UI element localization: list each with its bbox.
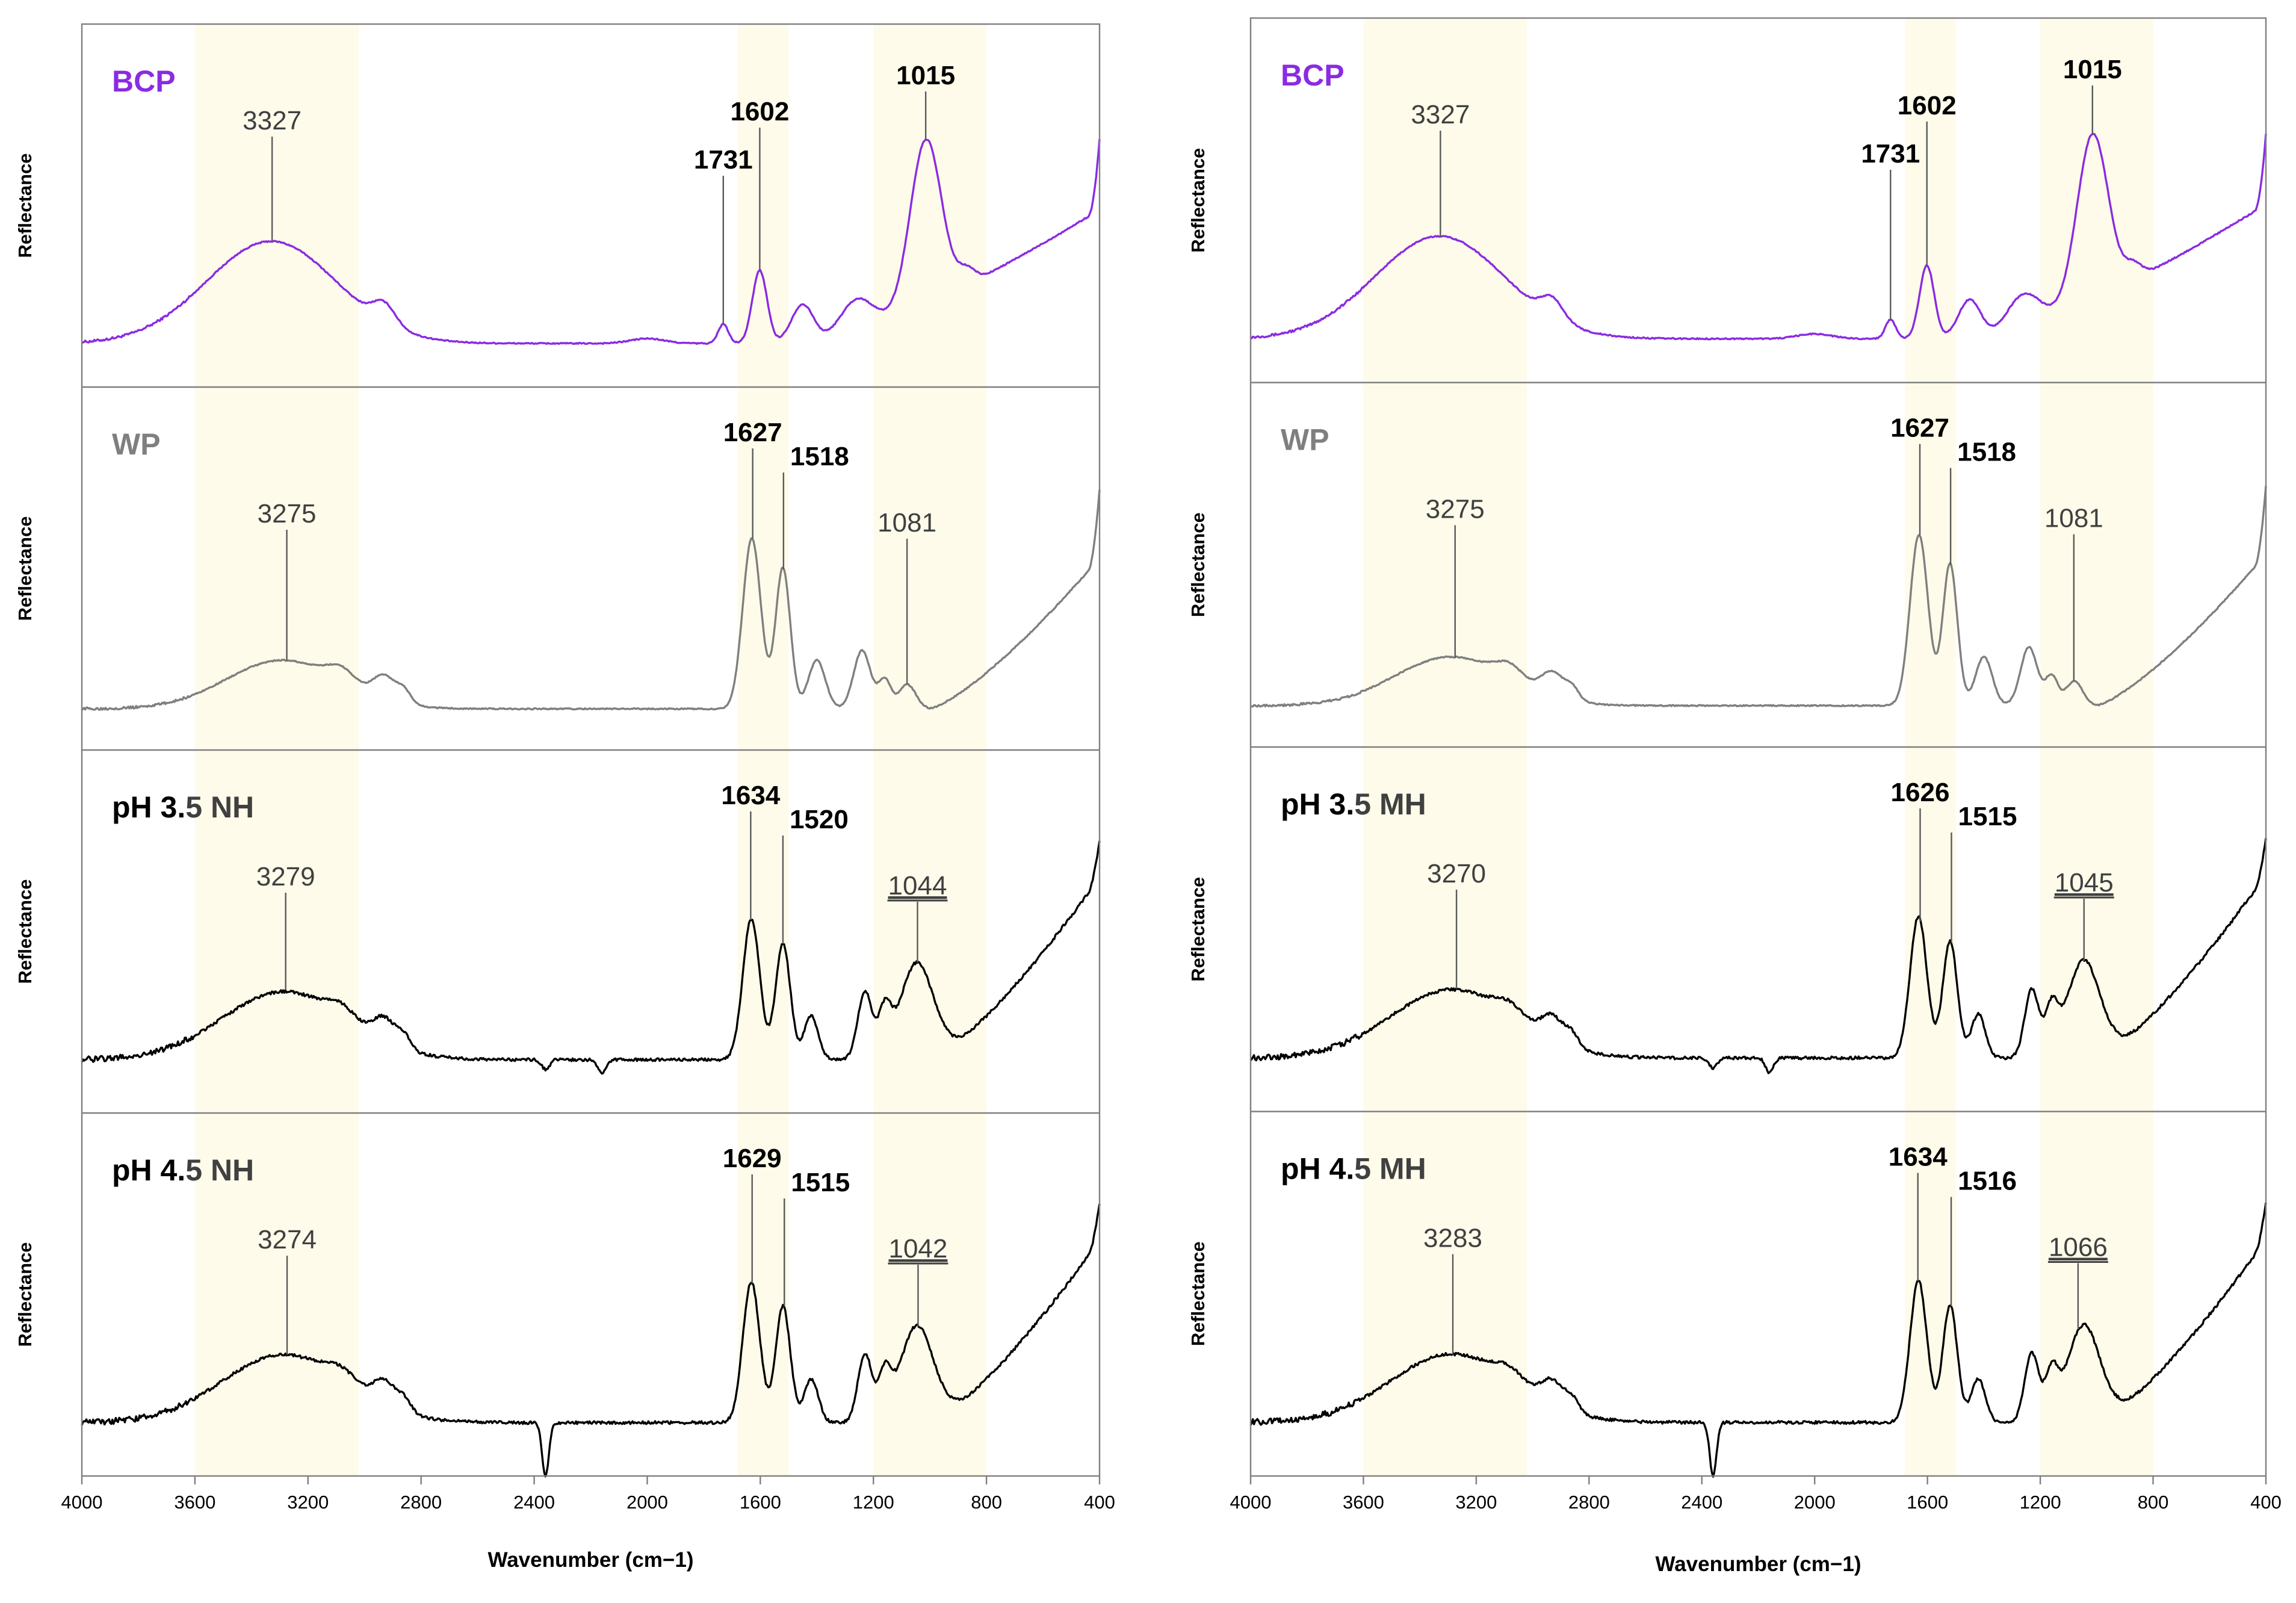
peak-label: 3283 (1423, 1224, 1482, 1253)
peak-label: 1731 (694, 145, 753, 175)
sample-label: pH 3.5 MH (1281, 787, 1426, 821)
x-axis-label: Wavenumber (cm−1) (487, 1548, 693, 1572)
x-tick-label: 2800 (400, 1492, 442, 1513)
x-tick-label: 4000 (1230, 1492, 1272, 1513)
spectrum-line (81, 489, 1101, 711)
x-tick-label: 1600 (1907, 1492, 1948, 1513)
x-tick-label: 2800 (1568, 1492, 1610, 1513)
peak-label: 1602 (730, 97, 789, 126)
x-tick-label: 1600 (740, 1492, 781, 1513)
peak-label: 1042 (888, 1234, 947, 1263)
sample-label: pH 4.5 NH (112, 1153, 254, 1187)
peak-label: 1066 (2049, 1233, 2108, 1262)
peak-label: 1515 (791, 1168, 850, 1197)
plot-frame (81, 23, 1101, 1477)
peak-label: 1518 (1957, 438, 2016, 467)
peak-label: 1634 (1889, 1143, 1948, 1172)
peak-label: 1015 (896, 61, 955, 90)
chart-2: ReflectanceBCP3327173116021015Reflectanc… (1187, 17, 2282, 1576)
peak-label: 1081 (877, 508, 936, 538)
sample-label: BCP (112, 64, 176, 98)
x-tick-label: 400 (2250, 1492, 2282, 1513)
x-tick-label: 3200 (287, 1492, 329, 1513)
peak-label: 3275 (258, 499, 317, 529)
spectrum-line (81, 1203, 1101, 1478)
peak-label: 1045 (2055, 868, 2114, 898)
x-tick-label: 3600 (1343, 1492, 1384, 1513)
peak-label: 3327 (1411, 100, 1470, 129)
peak-label: 1627 (1890, 414, 1949, 443)
panel-4: Reflectance pH 4.5 MH 3283 1634 1516 1066 (1187, 1143, 2267, 1478)
peak-label: 1634 (721, 781, 780, 810)
y-axis-label: Reflectance (14, 516, 36, 621)
spectrum-line (1250, 486, 2267, 708)
x-tick-label: 2400 (1681, 1492, 1722, 1513)
peak-label: 1602 (1898, 91, 1957, 120)
peak-label: 1516 (1958, 1167, 2017, 1196)
spectrum-line (1250, 132, 2267, 341)
panel-3: Reflectance pH 3.5 MH 3270 1626 1515 1045 (1187, 778, 2267, 1074)
x-tick-label: 800 (971, 1492, 1002, 1513)
spectrum-line (81, 138, 1101, 346)
peak-label: 3327 (243, 106, 302, 135)
y-axis-label: Reflectance (1187, 1241, 1208, 1346)
sample-label: BCP (1281, 58, 1344, 92)
peak-label: 1629 (723, 1144, 782, 1173)
x-tick-label: 1200 (2020, 1492, 2061, 1513)
peak-label: 1518 (790, 442, 849, 471)
sample-label: pH 3.5 NH (112, 790, 254, 824)
peak-label: 1520 (790, 805, 849, 834)
peak-label: 3275 (1426, 495, 1485, 524)
spectrum-line (1249, 838, 2267, 1074)
peak-label: 3270 (1427, 859, 1486, 888)
x-tick-label: 2000 (1794, 1492, 1836, 1513)
peak-label: 1044 (888, 871, 947, 901)
peak-label: 1731 (1861, 139, 1920, 169)
x-tick-label: 800 (2138, 1492, 2169, 1513)
x-tick-label: 2000 (627, 1492, 668, 1513)
peak-label: 3279 (256, 862, 315, 891)
panel-1: Reflectance BCP 3327 1731 1602 1015 (1187, 55, 2267, 341)
peak-label: 1626 (1891, 778, 1950, 807)
panel-1: Reflectance BCP 3327 1731 1602 1015 (14, 61, 1101, 346)
panel-3: Reflectance pH 3.5 NH 3279 1634 1520 1044 (14, 781, 1101, 1075)
plot-frame (1249, 17, 2267, 1477)
spectrum-line (81, 840, 1101, 1075)
peak-label: 1627 (723, 418, 782, 447)
peak-label: 1015 (2063, 55, 2122, 84)
spectrum-line (1249, 1202, 2267, 1478)
sample-label: WP (1281, 423, 1329, 457)
x-tick-label: 400 (1084, 1492, 1115, 1513)
panel-2: Reflectance WP 3275 1627 1518 1081 (1187, 414, 2267, 708)
x-tick-label: 3600 (174, 1492, 215, 1513)
chart-1: ReflectanceBCP3327173116021015Reflectanc… (14, 23, 1115, 1572)
y-axis-label: Reflectance (14, 1242, 36, 1347)
y-axis-label: Reflectance (1187, 877, 1208, 982)
y-axis-label: Reflectance (1187, 512, 1208, 617)
panel-2: Reflectance WP 3275 1627 1518 1081 (14, 418, 1101, 711)
peak-label: 1515 (1958, 802, 2017, 831)
sample-label: pH 4.5 MH (1281, 1152, 1426, 1186)
x-axis-label: Wavenumber (cm−1) (1655, 1552, 1861, 1576)
peak-label: 1081 (2044, 504, 2103, 533)
x-tick-label: 4000 (61, 1492, 103, 1513)
y-axis-label: Reflectance (14, 153, 36, 258)
x-tick-label: 1200 (853, 1492, 894, 1513)
peak-label: 3274 (258, 1225, 317, 1254)
x-tick-label: 3200 (1455, 1492, 1497, 1513)
panel-4: Reflectance pH 4.5 NH 3274 1629 1515 1042 (14, 1144, 1101, 1478)
y-axis-label: Reflectance (1187, 148, 1208, 253)
x-tick-label: 2400 (513, 1492, 555, 1513)
y-axis-label: Reflectance (14, 879, 36, 984)
sample-label: WP (112, 427, 161, 461)
